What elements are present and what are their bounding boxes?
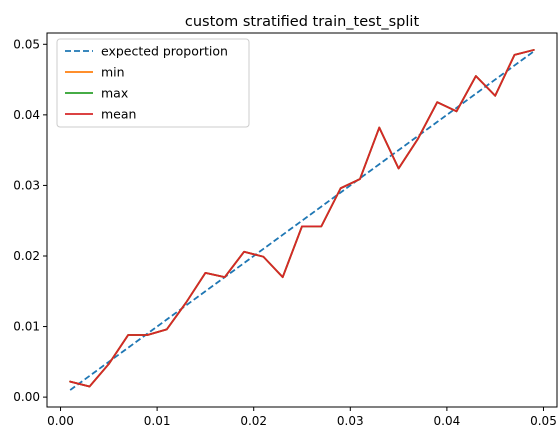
legend-label: min [101, 65, 125, 80]
y-tick-label: 0.05 [13, 37, 40, 51]
legend-label: max [101, 86, 128, 101]
axis-ticks: 0.00 0.01 0.02 0.03 0.04 0.05 0.00 0.01 0.02 0.03… [13, 37, 557, 428]
x-tick-label: 0.00 [47, 414, 74, 428]
x-tick-label: 0.01 [144, 414, 171, 428]
x-tick-label: 0.02 [240, 414, 267, 428]
series-lines [69, 49, 535, 391]
plot-area [69, 49, 535, 391]
legend-label: expected proportion [101, 44, 228, 59]
legend-box [56, 38, 250, 128]
legend: expected proportion min max mean [56, 38, 250, 128]
legend-label: mean [101, 107, 136, 122]
y-tick-label: 0.00 [13, 390, 40, 404]
y-tick-label: 0.02 [13, 249, 40, 263]
x-tick-label: 0.04 [434, 414, 461, 428]
axes-frame [46, 32, 558, 408]
y-tick-label: 0.03 [13, 178, 40, 192]
y-tick-label: 0.04 [13, 108, 40, 122]
x-tick-label: 0.03 [337, 414, 364, 428]
chart-title: custom stratified train_test_split [185, 14, 420, 30]
series-line-mean [69, 49, 535, 388]
series-line-expected-proportion [69, 50, 535, 391]
y-tick-label: 0.01 [13, 320, 40, 334]
x-tick-label: 0.05 [530, 414, 557, 428]
